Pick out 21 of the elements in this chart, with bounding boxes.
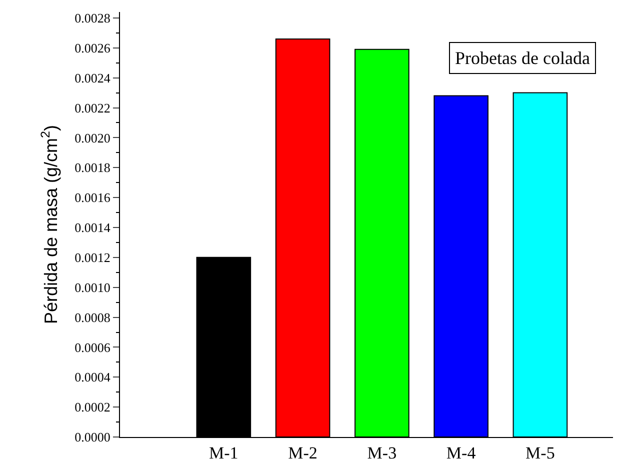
x-tick-label: M-2 xyxy=(288,443,318,462)
y-tick-label: 0.0008 xyxy=(74,310,110,325)
y-tick-label: 0.0026 xyxy=(74,40,111,56)
y-tick-label: 0.0004 xyxy=(74,370,111,385)
y-tick-label: 0.0018 xyxy=(74,160,110,176)
x-tick-label: M-4 xyxy=(446,443,476,462)
y-tick-label: 0.0010 xyxy=(74,280,110,295)
y-tick-label: 0.0000 xyxy=(74,430,110,445)
y-tick-label: 0.0028 xyxy=(74,10,110,26)
y-tick-label: 0.0024 xyxy=(74,70,111,86)
y-tick-label: 0.0002 xyxy=(74,400,110,415)
y-tick-label: 0.0016 xyxy=(74,190,111,206)
y-tick-label: 0.0014 xyxy=(74,220,111,236)
y-tick-label: 0.0022 xyxy=(74,100,110,116)
y-tick-label: 0.0020 xyxy=(74,130,110,146)
x-tick-label: M-5 xyxy=(526,443,555,462)
annotation: Probetas de colada xyxy=(455,48,590,68)
y-tick-label: 0.0012 xyxy=(74,250,110,265)
x-tick-label: M-1 xyxy=(209,443,238,462)
x-tick-label: M-3 xyxy=(367,443,397,462)
y-tick-label: 0.0006 xyxy=(74,340,111,355)
